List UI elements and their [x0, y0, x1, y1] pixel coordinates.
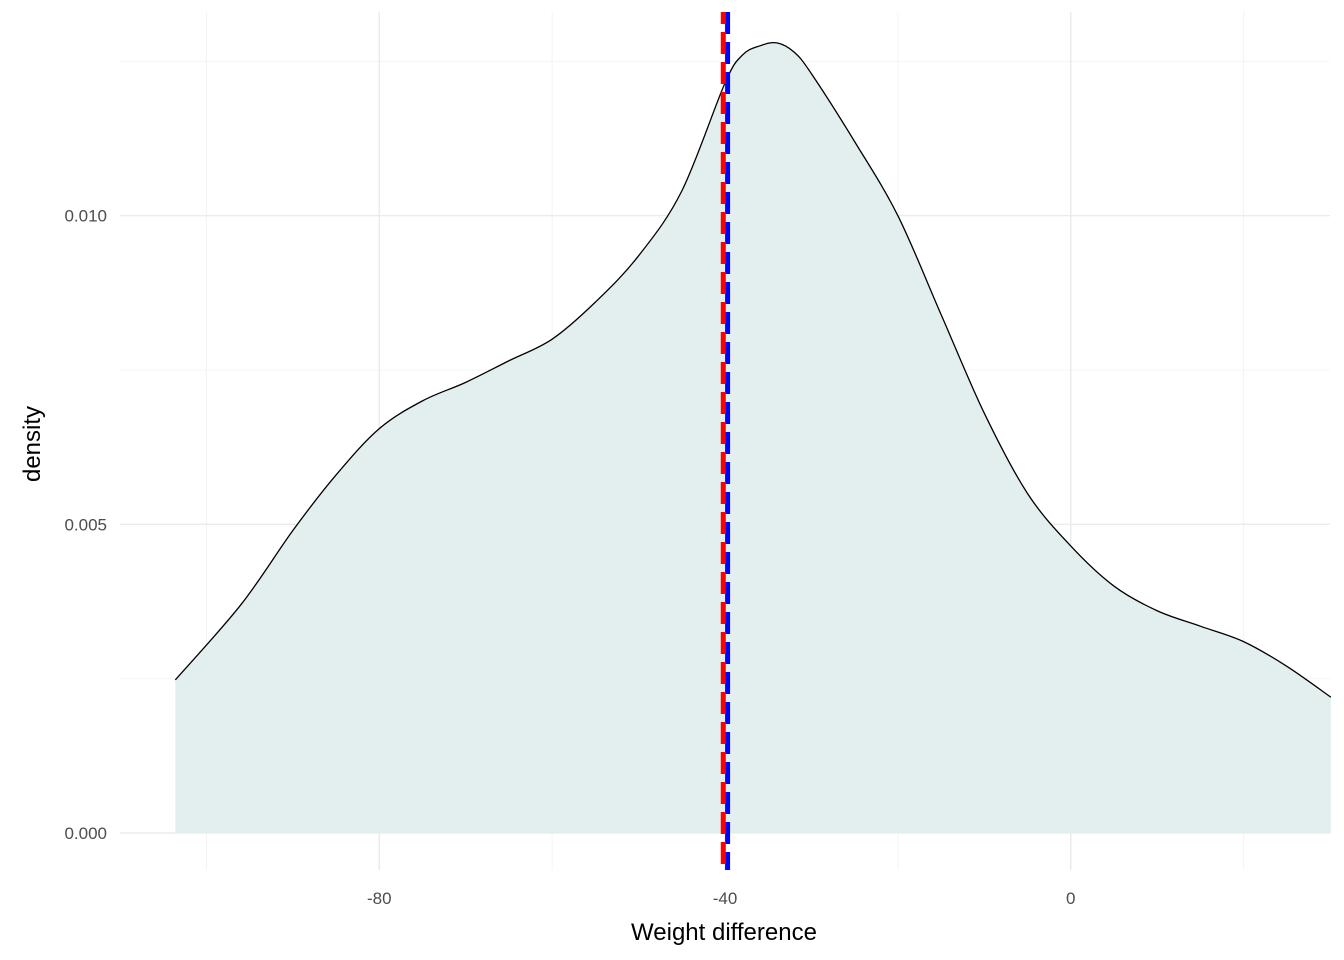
y-tick-label: 0.000	[64, 824, 107, 843]
x-tick-labels: -80 -40 0	[367, 889, 1075, 908]
y-tick-label: 0.010	[64, 207, 107, 226]
density-area	[175, 42, 1331, 833]
reference-lines-layer	[720, 12, 731, 870]
x-tick-label: 0	[1066, 889, 1075, 908]
x-tick-label: -40	[713, 889, 738, 908]
x-tick-label: -80	[367, 889, 392, 908]
y-tick-labels: 0.000 0.005 0.010	[64, 207, 107, 843]
density-area-layer	[174, 41, 1332, 833]
y-axis-title: density	[19, 406, 46, 482]
density-curve	[174, 41, 1332, 698]
x-axis-title: Weight difference	[631, 919, 817, 946]
y-tick-label: 0.005	[64, 515, 107, 534]
